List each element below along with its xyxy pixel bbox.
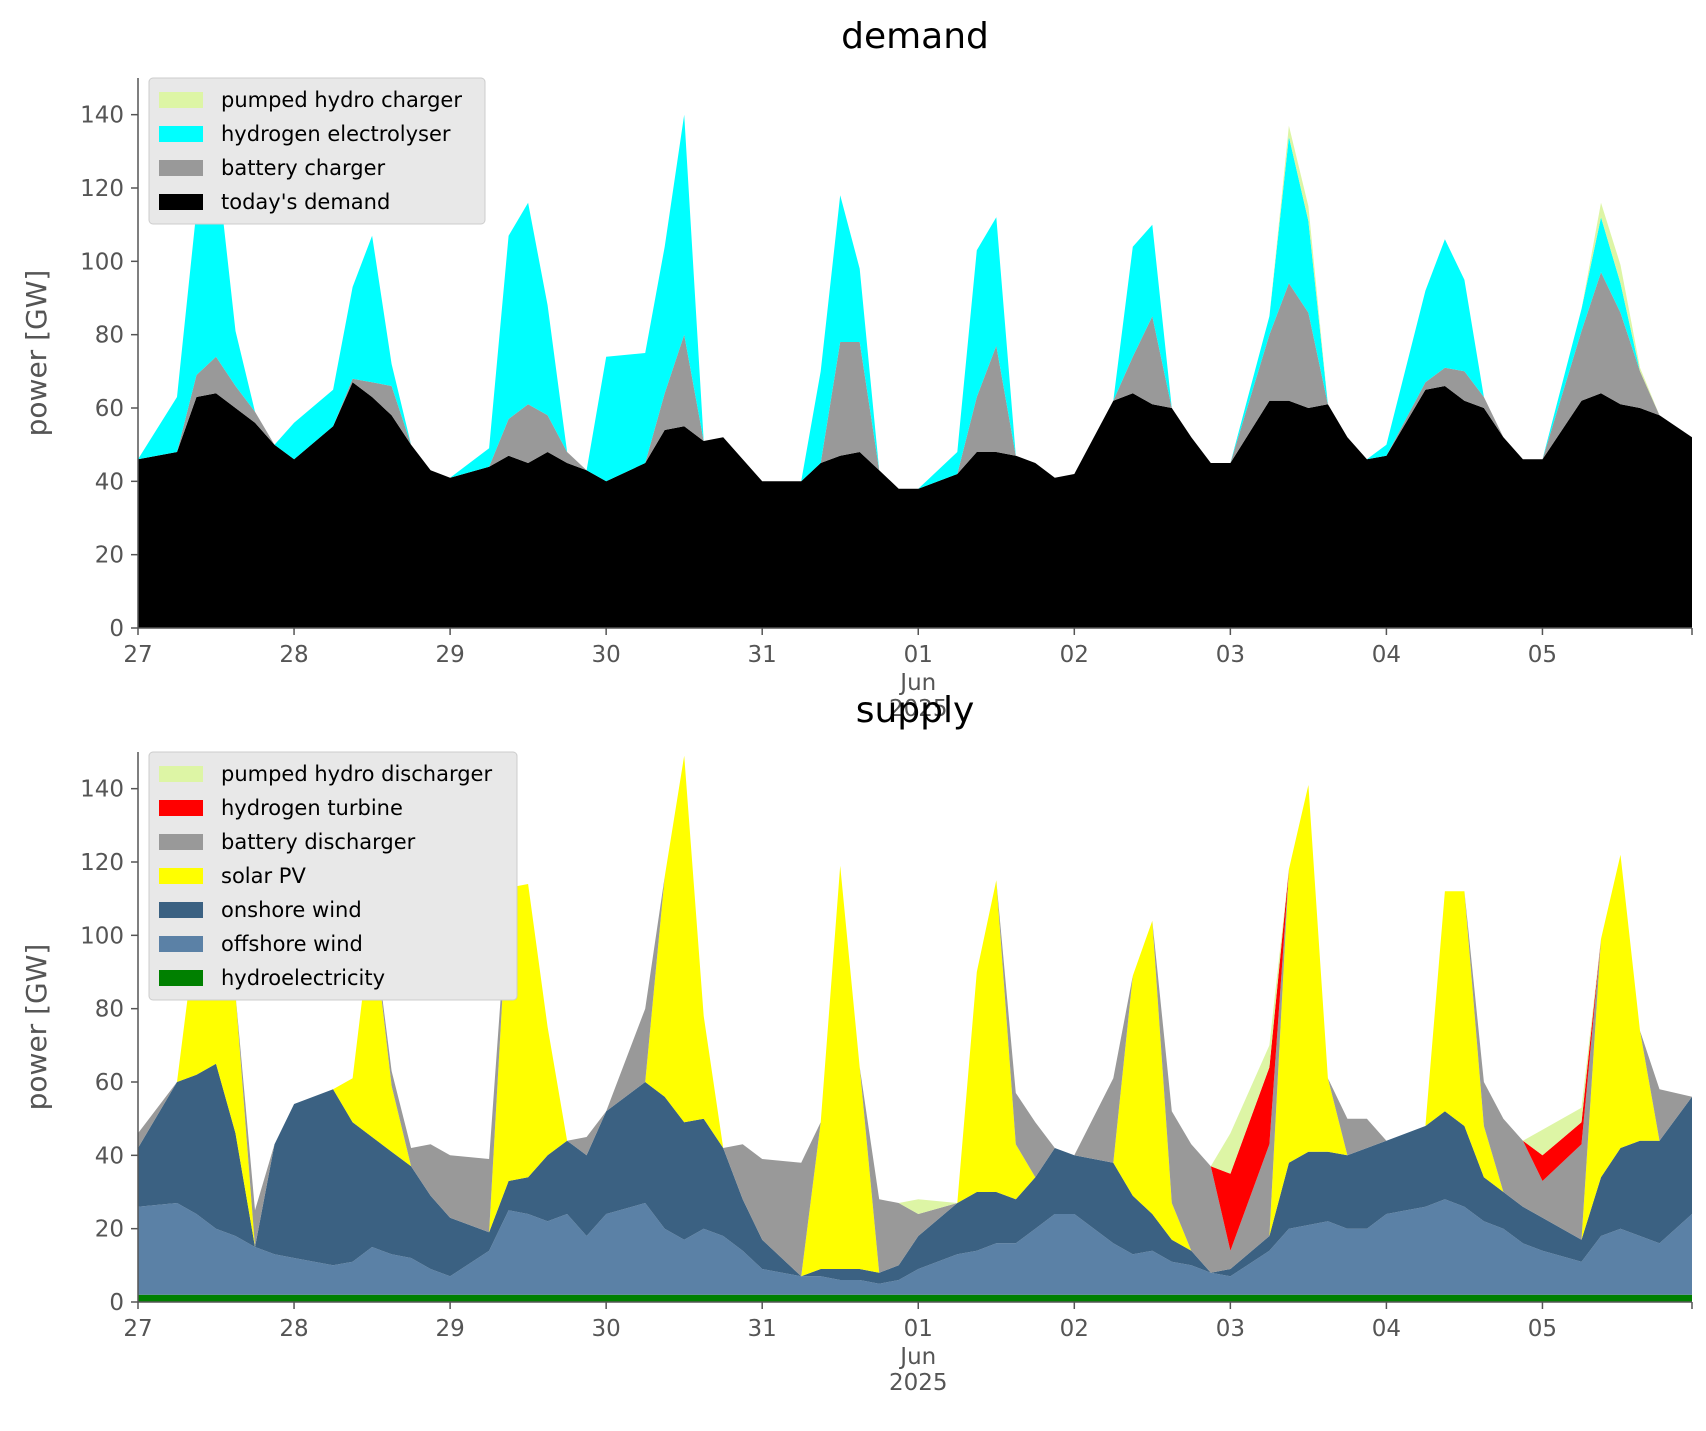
legend-entry: today's demand: [221, 190, 390, 214]
x-tick-label: 01: [904, 642, 933, 668]
y-tick-label: 100: [80, 923, 124, 949]
x-tick-label: 04: [1372, 1316, 1401, 1342]
x-tick-label: 05: [1528, 642, 1557, 668]
y-axis-label: power [GW]: [20, 270, 53, 437]
y-tick-label: 140: [80, 777, 124, 803]
y-tick-label: 80: [95, 323, 124, 349]
x-tick-label: 30: [592, 642, 621, 668]
legend-swatch: [159, 160, 203, 176]
x-tick-year-label: 2025: [889, 1370, 948, 1396]
legend-box: [148, 77, 486, 225]
legend-entry: onshore wind: [221, 898, 362, 922]
legend-swatch: [159, 868, 203, 884]
legend-box: [148, 751, 518, 1001]
legend-entry: pumped hydro discharger: [221, 762, 492, 786]
legend-swatch: [159, 902, 203, 918]
x-tick-label: 01: [904, 1316, 933, 1342]
legend-entry: hydroelectricity: [221, 966, 385, 990]
y-tick-label: 20: [95, 1217, 124, 1243]
area-onshore-wind: [138, 1063, 1692, 1284]
y-tick-label: 40: [95, 1143, 124, 1169]
x-tick-label: 29: [435, 642, 464, 668]
y-tick-label: 40: [95, 469, 124, 495]
legend-swatch: [159, 194, 203, 210]
y-tick-label: 60: [95, 396, 124, 422]
x-tick-label: 27: [123, 642, 152, 668]
legend-swatch: [159, 936, 203, 952]
legend-swatch: [159, 970, 203, 986]
y-tick-label: 120: [80, 176, 124, 202]
x-tick-label: 29: [435, 1316, 464, 1342]
y-axis-label: power [GW]: [20, 944, 53, 1111]
legend-entry: battery discharger: [221, 830, 416, 854]
legend-entry: hydrogen turbine: [221, 796, 403, 820]
legend-entry: hydrogen electrolyser: [221, 122, 451, 146]
y-tick-label: 80: [95, 997, 124, 1023]
x-tick-label: 03: [1216, 1316, 1245, 1342]
area-hydrogen-electrolyser: [138, 114, 1692, 489]
x-tick-label: 28: [279, 1316, 308, 1342]
x-tick-month-label: Jun: [898, 1344, 936, 1370]
x-tick-label: 30: [592, 1316, 621, 1342]
legend: pumped hydro discharger hydrogen turbine b…: [148, 751, 518, 1001]
x-tick-month-label: Jun: [898, 670, 936, 696]
x-tick-label: 02: [1060, 642, 1089, 668]
x-tick-label: 31: [748, 642, 777, 668]
legend-entry: pumped hydro charger: [221, 88, 462, 112]
x-tick-label: 27: [123, 1316, 152, 1342]
chart-title: demand: [841, 16, 989, 57]
legend-entry: battery charger: [221, 156, 386, 180]
area-today-s-demand: [138, 382, 1692, 628]
x-tick-year-label: 2025: [889, 696, 948, 722]
legend-entry: offshore wind: [221, 932, 363, 956]
area-battery-charger: [138, 272, 1692, 489]
y-tick-label: 140: [80, 103, 124, 129]
legend-entry: solar PV: [221, 864, 306, 888]
area-offshore-wind: [138, 1199, 1692, 1295]
x-tick-label: 28: [279, 642, 308, 668]
x-tick-label: 05: [1528, 1316, 1557, 1342]
legend-swatch: [159, 92, 203, 108]
area-solar-pv: [138, 755, 1692, 1277]
chart-title: supply: [856, 690, 975, 731]
y-tick-label: 0: [109, 1290, 124, 1316]
legend-swatch: [159, 800, 203, 816]
y-tick-label: 0: [109, 616, 124, 642]
legend: pumped hydro charger hydrogen electrolyse…: [148, 77, 486, 225]
y-tick-label: 120: [80, 850, 124, 876]
y-tick-label: 20: [95, 543, 124, 569]
y-tick-label: 100: [80, 249, 124, 275]
x-tick-label: 04: [1372, 642, 1401, 668]
x-tick-label: 31: [748, 1316, 777, 1342]
y-tick-label: 60: [95, 1070, 124, 1096]
legend-swatch: [159, 766, 203, 782]
x-tick-label: 03: [1216, 642, 1245, 668]
area-hydroelectricity: [138, 1294, 1692, 1302]
legend-swatch: [159, 126, 203, 142]
legend-swatch: [159, 834, 203, 850]
x-tick-label: 02: [1060, 1316, 1089, 1342]
